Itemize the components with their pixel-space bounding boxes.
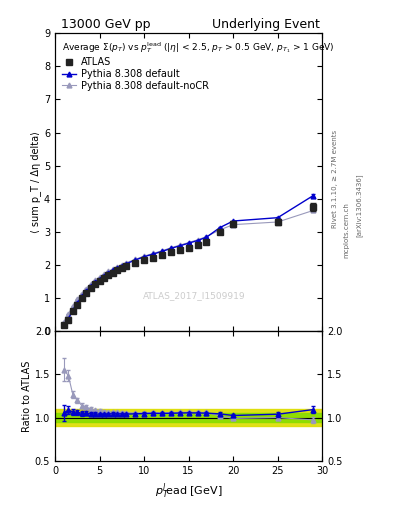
- Text: ATLAS_2017_I1509919: ATLAS_2017_I1509919: [143, 291, 245, 300]
- Legend: ATLAS, Pythia 8.308 default, Pythia 8.308 default-noCR: ATLAS, Pythia 8.308 default, Pythia 8.30…: [60, 38, 336, 93]
- Text: Rivet 3.1.10, ≥ 2.7M events: Rivet 3.1.10, ≥ 2.7M events: [332, 130, 338, 228]
- Text: mcplots.cern.ch: mcplots.cern.ch: [344, 202, 350, 259]
- Bar: [55, 409, 322, 426]
- Text: Underlying Event: Underlying Event: [213, 18, 320, 31]
- Bar: [55, 413, 322, 422]
- X-axis label: $p_T^l\!$ead [GeV]: $p_T^l\!$ead [GeV]: [155, 481, 222, 501]
- Y-axis label: ⟨ sum p_T / Δη delta⟩: ⟨ sum p_T / Δη delta⟩: [30, 131, 41, 233]
- Text: 13000 GeV pp: 13000 GeV pp: [61, 18, 151, 31]
- Text: [arXiv:1306.3436]: [arXiv:1306.3436]: [356, 173, 362, 237]
- Y-axis label: Ratio to ATLAS: Ratio to ATLAS: [22, 360, 32, 432]
